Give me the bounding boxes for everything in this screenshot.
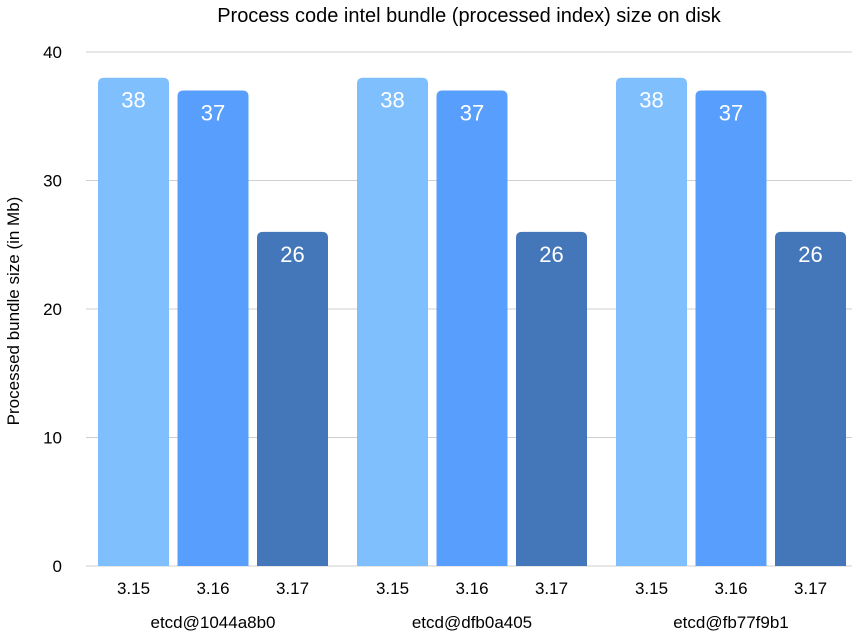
group-label: etcd@1044a8b0 <box>150 613 275 632</box>
bar-value-label: 26 <box>539 242 563 267</box>
bar-etcd@1044a8b0-3.17 <box>257 231 328 566</box>
bar-etcd@dfb0a405-3.16 <box>436 90 508 567</box>
x-tick-label: 3.17 <box>276 579 309 598</box>
x-tick-label: 3.17 <box>535 579 568 598</box>
bar-etcd@dfb0a405-3.15 <box>357 77 428 566</box>
y-ticks: 0 10 20 30 40 <box>43 43 62 576</box>
bars: 38 37 26 38 37 26 38 37 26 <box>98 77 846 567</box>
bar-etcd@1044a8b0-3.15 <box>98 77 169 566</box>
y-tick-label: 30 <box>43 172 62 191</box>
bar-value-label: 38 <box>380 88 404 113</box>
x-tick-label: 3.16 <box>714 579 747 598</box>
x-tick-label: 3.15 <box>376 579 409 598</box>
bar-etcd@fb77f9b1-3.17 <box>775 231 846 566</box>
bar-value-label: 38 <box>639 88 663 113</box>
bar-value-label: 26 <box>798 242 822 267</box>
bar-value-label: 37 <box>460 101 484 126</box>
x-tick-label: 3.16 <box>455 579 488 598</box>
bar-etcd@dfb0a405-3.17 <box>516 231 587 566</box>
x-tick-label: 3.15 <box>117 579 150 598</box>
bar-etcd@1044a8b0-3.16 <box>177 90 249 567</box>
y-tick-label: 40 <box>43 43 62 62</box>
x-tick-label: 3.17 <box>794 579 827 598</box>
y-axis-label: Processed bundle size (in Mb) <box>4 197 23 426</box>
bar-value-label: 37 <box>201 101 225 126</box>
bar-value-label: 26 <box>280 242 304 267</box>
bar-etcd@fb77f9b1-3.16 <box>695 90 767 567</box>
y-tick-label: 10 <box>43 429 62 448</box>
chart-title: Process code intel bundle (processed ind… <box>217 5 722 27</box>
y-tick-label: 0 <box>53 557 62 576</box>
bar-value-label: 37 <box>719 101 743 126</box>
x-tick-label: 3.15 <box>635 579 668 598</box>
bar-value-label: 38 <box>121 88 145 113</box>
group-label: etcd@fb77f9b1 <box>673 613 789 632</box>
y-tick-label: 20 <box>43 300 62 319</box>
group-label: etcd@dfb0a405 <box>412 613 532 632</box>
bar-etcd@fb77f9b1-3.15 <box>616 77 687 566</box>
x-tick-label: 3.16 <box>196 579 229 598</box>
